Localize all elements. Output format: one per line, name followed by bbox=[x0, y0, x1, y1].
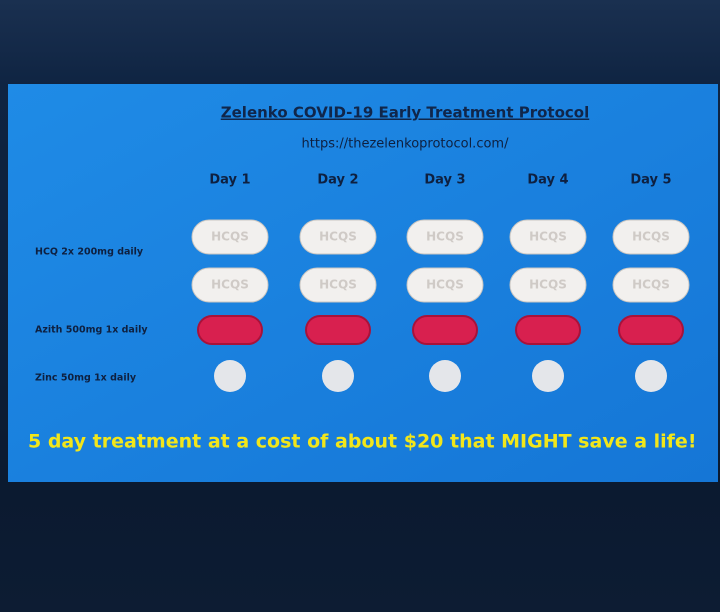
row-label: Azith 500mg 1x daily bbox=[35, 325, 148, 336]
zinc-pill bbox=[532, 360, 564, 392]
zinc-pill bbox=[635, 360, 667, 392]
row-label: Zinc 50mg 1x daily bbox=[35, 373, 137, 384]
day-header: Day 5 bbox=[630, 173, 671, 188]
pill-imprint: HCQS bbox=[319, 278, 357, 292]
day-header: Day 2 bbox=[317, 173, 358, 188]
pill-imprint: HCQS bbox=[211, 230, 249, 244]
hcq-pill bbox=[509, 219, 587, 255]
hcq-pill bbox=[299, 219, 377, 255]
azith-pill bbox=[412, 315, 478, 345]
hcq-pill bbox=[191, 267, 269, 303]
pill-grid: HCQ 2x 200mg daily Azith 500mg 1x daily Zi… bbox=[35, 173, 690, 392]
azith-pill bbox=[515, 315, 581, 345]
day-header: Day 1 bbox=[209, 173, 250, 188]
zinc-pill bbox=[429, 360, 461, 392]
pill-imprint: HCQS bbox=[426, 230, 464, 244]
hcq-pill bbox=[191, 219, 269, 255]
day-header: Day 4 bbox=[527, 173, 568, 188]
hcq-pill bbox=[612, 267, 690, 303]
pill-imprint: HCQS bbox=[632, 230, 670, 244]
pill-imprint: HCQS bbox=[529, 278, 567, 292]
hcq-pill bbox=[406, 219, 484, 255]
hcq-pill bbox=[612, 219, 690, 255]
hcq-pill bbox=[509, 267, 587, 303]
pill-imprint: HCQS bbox=[211, 278, 249, 292]
pill-imprint: HCQS bbox=[319, 230, 357, 244]
zinc-pill bbox=[214, 360, 246, 392]
pill-imprint: HCQS bbox=[426, 278, 464, 292]
footer: 5 day treatment at a cost of about $20 t… bbox=[28, 431, 696, 453]
url: https://thezelenkoprotocol.com/ bbox=[302, 137, 510, 152]
pill-imprint: HCQS bbox=[529, 230, 567, 244]
azith-pill bbox=[197, 315, 263, 345]
title: Zelenko COVID-19 Early Treatment Protoco… bbox=[221, 104, 589, 122]
day-header: Day 3 bbox=[424, 173, 465, 188]
row-label: HCQ 2x 200mg daily bbox=[35, 247, 144, 258]
pill-imprint: HCQS bbox=[632, 278, 670, 292]
hcq-pill bbox=[299, 267, 377, 303]
hcq-pill bbox=[406, 267, 484, 303]
azith-pill bbox=[618, 315, 684, 345]
zinc-pill bbox=[322, 360, 354, 392]
azith-pill bbox=[305, 315, 371, 345]
